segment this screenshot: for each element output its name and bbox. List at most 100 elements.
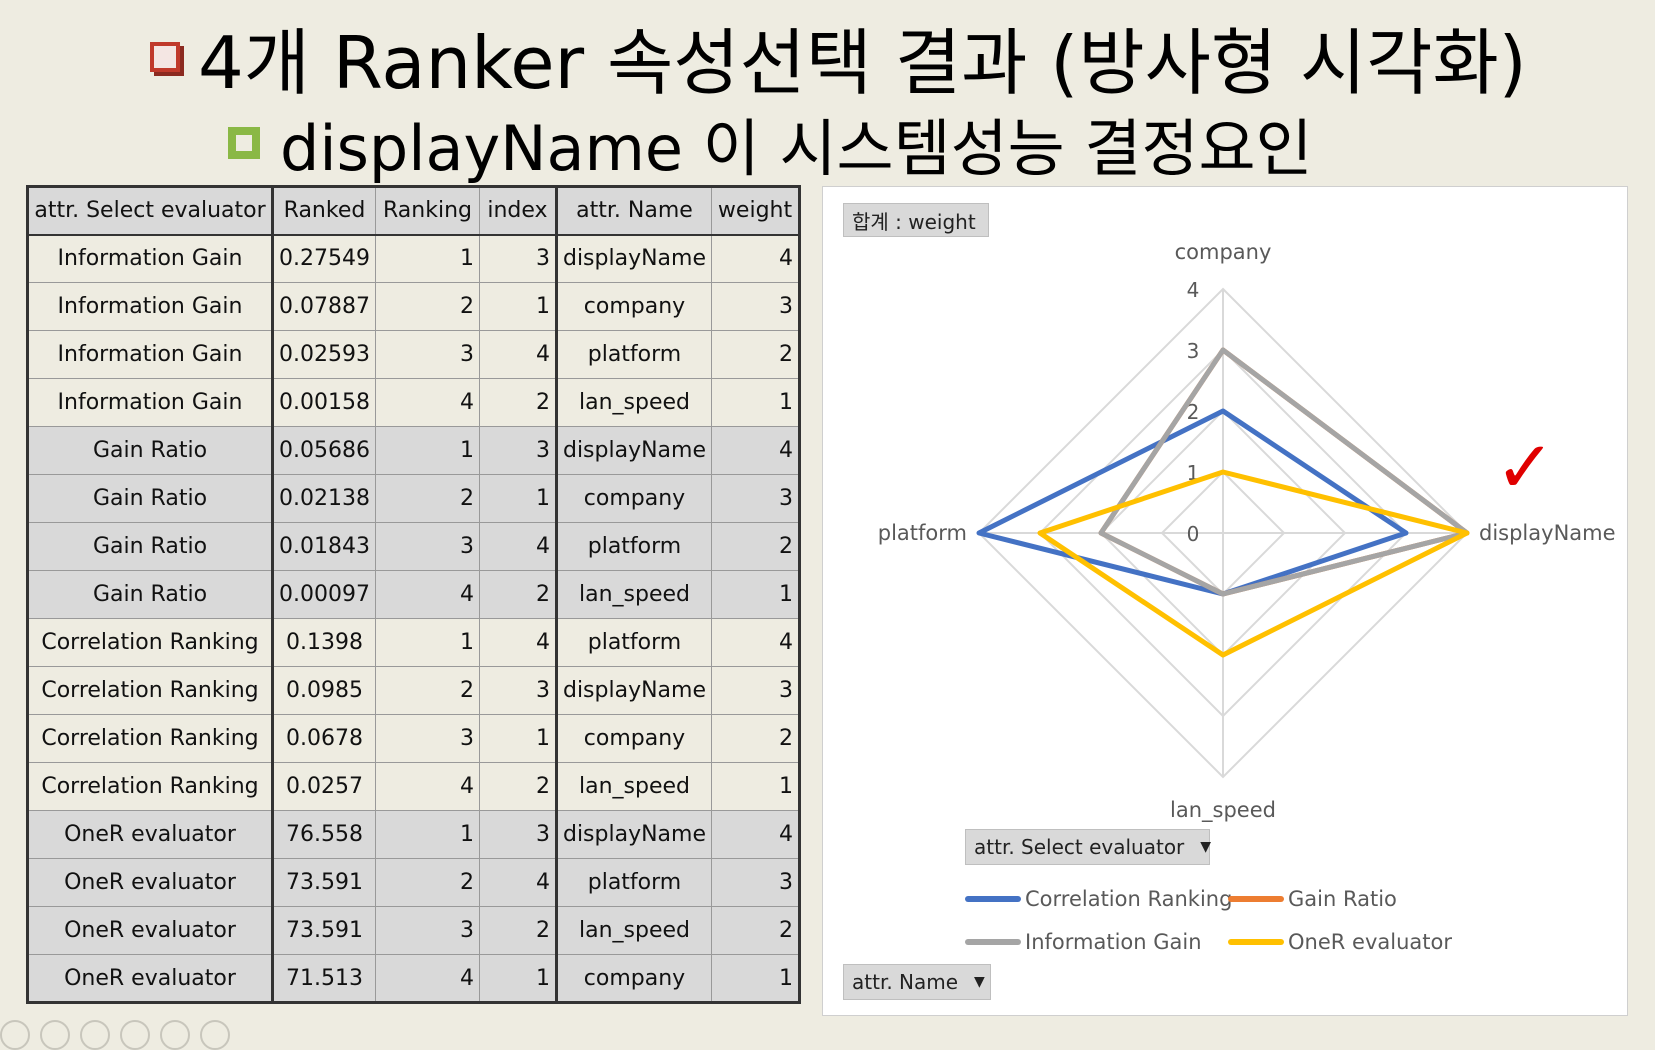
- table-header-row: attr. Select evaluator Ranked Ranking in…: [26, 185, 802, 236]
- legend-item[interactable]: Correlation Ranking: [965, 887, 1232, 911]
- pen-icon[interactable]: [80, 1020, 110, 1050]
- table-row: Information Gain 0.02593 3 4 platform 2: [26, 330, 802, 379]
- cell-evaluator: Information Gain: [26, 330, 273, 379]
- next-slide-icon[interactable]: [40, 1020, 70, 1050]
- cell-weight: 1: [711, 378, 802, 427]
- category-field-label: attr. Name: [852, 970, 959, 994]
- zoom-icon[interactable]: [160, 1020, 190, 1050]
- cell-ranked: 0.07887: [271, 282, 376, 331]
- cell-evaluator: Gain Ratio: [26, 474, 273, 523]
- cell-index: 1: [478, 714, 557, 763]
- cell-evaluator: Gain Ratio: [26, 522, 273, 571]
- cell-ranking: 1: [374, 618, 480, 667]
- tick-label: 2: [1187, 400, 1200, 424]
- legend-swatch: [1228, 939, 1284, 945]
- legend-swatch: [1228, 896, 1284, 902]
- cell-ranked: 0.02138: [271, 474, 376, 523]
- table-row: OneR evaluator 76.558 1 3 displayName 4: [26, 810, 802, 859]
- cell-evaluator: Correlation Ranking: [26, 714, 273, 763]
- cell-index: 1: [478, 954, 557, 1004]
- cell-ranked: 0.0678: [271, 714, 376, 763]
- value-field-label: 합계 : weight: [852, 209, 976, 234]
- legend-item[interactable]: OneR evaluator: [1228, 930, 1452, 954]
- cell-attr-name: displayName: [554, 666, 713, 715]
- cell-attr-name: lan_speed: [554, 762, 713, 811]
- prev-slide-icon[interactable]: [0, 1020, 30, 1050]
- cell-weight: 1: [711, 954, 802, 1004]
- cell-ranked: 0.02593: [271, 330, 376, 379]
- cell-index: 4: [478, 330, 557, 379]
- cell-ranking: 4: [374, 570, 480, 619]
- series-field-label: attr. Select evaluator: [974, 835, 1185, 859]
- legend-label: Gain Ratio: [1288, 887, 1397, 911]
- cell-evaluator: OneR evaluator: [26, 954, 273, 1004]
- cell-ranking: 4: [374, 378, 480, 427]
- cell-attr-name: lan_speed: [554, 570, 713, 619]
- more-icon[interactable]: [200, 1020, 230, 1050]
- cell-weight: 4: [711, 234, 802, 283]
- category-field-button[interactable]: attr. Name ▼: [843, 964, 991, 1000]
- cell-evaluator: OneR evaluator: [26, 858, 273, 907]
- series-field-button[interactable]: attr. Select evaluator ▼: [965, 829, 1212, 865]
- cell-ranking: 3: [374, 714, 480, 763]
- cell-evaluator: Gain Ratio: [26, 570, 273, 619]
- cell-index: 2: [478, 906, 557, 955]
- cell-index: 2: [478, 570, 557, 619]
- ranker-results-table: attr. Select evaluator Ranked Ranking in…: [26, 185, 802, 1004]
- cell-index: 4: [478, 618, 557, 667]
- cell-evaluator: Correlation Ranking: [26, 618, 273, 667]
- cell-attr-name: displayName: [554, 234, 713, 283]
- category-label: company: [1175, 240, 1272, 264]
- cell-evaluator: Information Gain: [26, 234, 273, 283]
- series-line-2: [1098, 347, 1470, 597]
- cell-attr-name: platform: [554, 522, 713, 571]
- slide-subtitle: displayName 이 시스템성능 결정요인: [228, 98, 1313, 188]
- value-field-button[interactable]: 합계 : weight: [843, 203, 989, 237]
- cell-index: 1: [478, 282, 557, 331]
- header-weight: weight: [711, 185, 802, 236]
- cell-ranking: 4: [374, 762, 480, 811]
- cell-weight: 2: [711, 522, 802, 571]
- table-row: Information Gain 0.27549 1 3 displayName 4: [26, 234, 802, 283]
- cell-weight: 3: [711, 474, 802, 523]
- table-row: Correlation Ranking 0.0985 2 3 displayName 3: [26, 666, 802, 715]
- slides-icon[interactable]: [120, 1020, 150, 1050]
- cell-evaluator: Information Gain: [26, 378, 273, 427]
- header-evaluator: attr. Select evaluator: [26, 185, 273, 236]
- cell-ranking: 1: [374, 234, 480, 283]
- cell-ranking: 1: [374, 810, 480, 859]
- cell-weight: 2: [711, 330, 802, 379]
- cell-ranking: 3: [374, 330, 480, 379]
- cell-ranked: 0.0985: [271, 666, 376, 715]
- legend-item[interactable]: Information Gain: [965, 930, 1202, 954]
- header-attr-name: attr. Name: [554, 185, 713, 236]
- radar-chart-panel: 합계 : weight 0 1 2 3 4 company displayName lan_s…: [822, 186, 1628, 1016]
- cell-weight: 4: [711, 426, 802, 475]
- cell-ranking: 3: [374, 522, 480, 571]
- dropdown-arrow-icon: ▼: [1200, 839, 1212, 855]
- cell-ranked: 0.0257: [271, 762, 376, 811]
- cell-index: 3: [478, 666, 557, 715]
- slide-title-text: 4개 Ranker 속성선택 결과 (방사형 시각화): [198, 21, 1527, 105]
- cell-ranked: 73.591: [271, 906, 376, 955]
- legend-swatch: [965, 939, 1021, 945]
- cell-ranking: 2: [374, 282, 480, 331]
- legend-item[interactable]: Gain Ratio: [1228, 887, 1397, 911]
- cell-weight: 1: [711, 570, 802, 619]
- header-ranked: Ranked: [271, 185, 376, 236]
- cell-ranked: 0.1398: [271, 618, 376, 667]
- cell-index: 3: [478, 810, 557, 859]
- cell-attr-name: company: [554, 474, 713, 523]
- cell-attr-name: displayName: [554, 426, 713, 475]
- cell-evaluator: Information Gain: [26, 282, 273, 331]
- cell-evaluator: Correlation Ranking: [26, 666, 273, 715]
- cell-ranking: 4: [374, 954, 480, 1004]
- cell-evaluator: Gain Ratio: [26, 426, 273, 475]
- square-bullet-icon: [228, 127, 260, 159]
- cell-attr-name: platform: [554, 330, 713, 379]
- cell-ranked: 76.558: [271, 810, 376, 859]
- legend-label: Information Gain: [1025, 930, 1202, 954]
- cell-ranking: 2: [374, 474, 480, 523]
- table-row: Gain Ratio 0.02138 2 1 company 3: [26, 474, 802, 523]
- slideshow-controls: [0, 1020, 230, 1050]
